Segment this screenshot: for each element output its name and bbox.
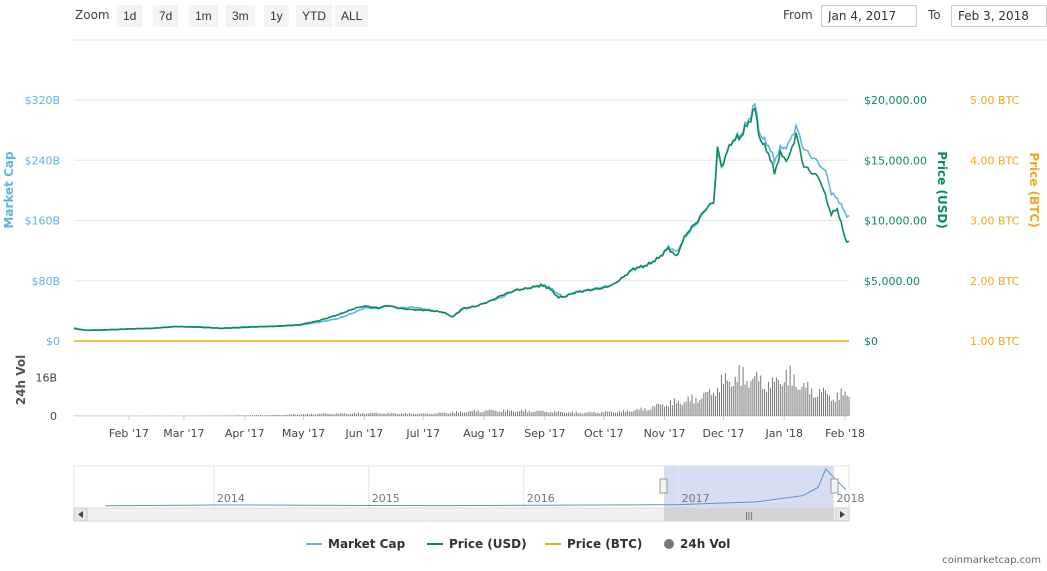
zoom-ytd-button[interactable]: YTD (296, 5, 332, 27)
price-usd-line (73, 107, 850, 331)
market-cap-tick: $0 (46, 335, 60, 348)
price-usd-tick: $15,000.00 (864, 154, 927, 167)
to-date-input[interactable] (951, 5, 1047, 27)
x-tick-label: Jan '18 (765, 427, 803, 440)
market-cap-tick: $80B (31, 275, 60, 288)
volume-bars (73, 365, 850, 416)
grid-lines (74, 99, 849, 417)
zoom-1d-button[interactable]: 1d (117, 5, 143, 27)
navigator-years: 2014 2015 2016 2017 2018 (213, 466, 865, 508)
zoom-1y-button[interactable]: 1y (264, 5, 289, 27)
price-usd-tick: $5,000.00 (864, 275, 920, 288)
volume-tick: 16B (35, 372, 57, 385)
price-btc-axis-title: Price (BTC) (1027, 152, 1041, 227)
x-tick-label: Aug '17 (463, 427, 505, 440)
price-btc-tick: 5.00 BTC (970, 94, 1020, 107)
legend-price-btc[interactable]: Price (BTC) (545, 537, 642, 551)
scrollbar-grip[interactable]: ||| (745, 511, 753, 520)
volume-axis-title: 24h Vol (14, 355, 28, 405)
price-usd-tick: $10,000.00 (864, 215, 927, 228)
legend-24h-vol[interactable]: 24h Vol (664, 537, 730, 551)
x-tick-label: Mar '17 (163, 427, 204, 440)
volume-tick: 0 (50, 410, 57, 423)
market-cap-tick: $160B (24, 215, 60, 228)
navigator-line (105, 468, 847, 507)
price-usd-tick: $0 (864, 335, 878, 348)
market-cap-axis-title: Market Cap (2, 151, 16, 229)
price-usd-tick: $20,000.00 (864, 94, 927, 107)
to-label: To (928, 8, 941, 22)
price-btc-tick: 2.00 BTC (970, 275, 1020, 288)
legend-24h-vol-label: 24h Vol (680, 537, 731, 551)
market-cap-tick: $320B (24, 94, 60, 107)
market-cap-tick: $240B (24, 154, 60, 167)
x-tick-label: Nov '17 (644, 427, 686, 440)
from-label: From (783, 8, 813, 22)
navigator-selection[interactable] (664, 466, 834, 508)
zoom-7d-button[interactable]: 7d (153, 5, 179, 27)
navigator-year-label: 2017 (682, 492, 710, 505)
zoom-1m-button[interactable]: 1m (189, 5, 218, 27)
x-tick-label: Feb '18 (825, 427, 865, 440)
price-btc-swatch (545, 543, 561, 545)
legend-price-usd-label: Price (USD) (449, 537, 527, 551)
scrollbar-thumb[interactable] (664, 508, 834, 521)
legend-market-cap-label: Market Cap (328, 537, 406, 551)
from-date-input[interactable] (821, 5, 917, 27)
scroll-left-icon (78, 511, 83, 518)
x-tick-label: Feb '17 (109, 427, 149, 440)
zoom-3m-button[interactable]: 3m (226, 5, 255, 27)
navigator-year-label: 2014 (217, 492, 245, 505)
zoom-all-button[interactable]: ALL (335, 5, 369, 27)
x-tick-label: May '17 (282, 427, 325, 440)
price-usd-axis-title: Price (USD) (935, 151, 949, 229)
legend-market-cap[interactable]: Market Cap (306, 537, 405, 551)
price-btc-tick: 1.00 BTC (970, 335, 1020, 348)
navigator-handle-right[interactable] (830, 478, 839, 494)
credit-link[interactable]: coinmarketcap.com (942, 555, 1041, 566)
volume-dot-icon (664, 539, 674, 549)
scrollbar[interactable]: ||| (73, 507, 850, 522)
x-tick-label: Dec '17 (703, 427, 745, 440)
navigator-year-label: 2018 (837, 492, 865, 505)
axis-ticks: $0 $0 1.00 BTC $80B $5,000.00 2.00 BTC $160B $1… (24, 94, 1019, 440)
legend-price-usd[interactable]: Price (USD) (427, 537, 527, 551)
market-cap-line (73, 102, 850, 332)
price-btc-tick: 3.00 BTC (970, 215, 1020, 228)
navigator-handle-left[interactable] (659, 478, 668, 494)
market-cap-swatch (306, 543, 322, 545)
price-btc-tick: 4.00 BTC (970, 154, 1020, 167)
series-lines (73, 102, 850, 342)
x-tick-label: Oct '17 (584, 427, 624, 440)
price-usd-swatch (427, 543, 443, 545)
navigator-year-label: 2016 (527, 492, 555, 505)
navigator-year-label: 2015 (372, 492, 400, 505)
x-tick-label: Jun '17 (345, 427, 384, 440)
navigator[interactable]: 2014 2015 2016 2017 2018 (73, 465, 865, 509)
x-tick-label: Apr '17 (225, 427, 265, 440)
x-tick-label: Sep '17 (524, 427, 565, 440)
x-tick-label: Jul '17 (405, 427, 440, 440)
legend-price-btc-label: Price (BTC) (567, 537, 643, 551)
zoom-label: Zoom (75, 8, 110, 22)
scroll-right-icon (840, 511, 845, 518)
